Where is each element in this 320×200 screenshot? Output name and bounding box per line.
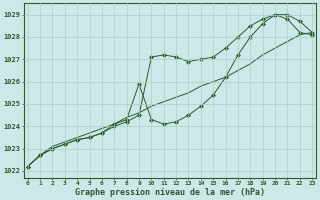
- X-axis label: Graphe pression niveau de la mer (hPa): Graphe pression niveau de la mer (hPa): [75, 188, 265, 197]
